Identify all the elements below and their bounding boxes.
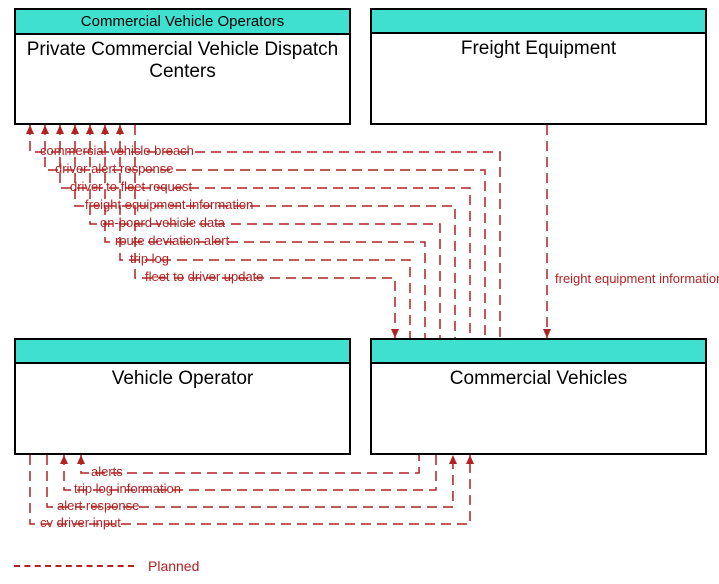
box-operator-title: Vehicle Operator [16, 364, 349, 390]
box-cv: Commercial Vehicles [370, 338, 707, 455]
box-cv-header [372, 340, 705, 364]
flow-label-commercial-vehicle-breach: commercial vehicle breach [40, 144, 194, 157]
box-operator-header [16, 340, 349, 364]
flow-label-route-deviation-alert: route deviation alert [115, 234, 229, 247]
box-freight: Freight Equipment [370, 8, 707, 125]
flow-label-alert-response: alert response [57, 499, 139, 512]
box-freight-header [372, 10, 705, 34]
box-cv-title: Commercial Vehicles [372, 364, 705, 390]
diagram-canvas: Commercial Vehicle Operators Private Com… [0, 0, 719, 584]
flow-label-on-board-vehicle-data: on-board vehicle data [100, 216, 225, 229]
flow-label-fleet-to-driver-update: fleet to driver update [145, 270, 264, 283]
flow-label-cv-driver-input: cv driver input [40, 516, 121, 529]
box-dispatch-header: Commercial Vehicle Operators [16, 10, 349, 35]
flow-label-freight-to-cv: freight equipment information [555, 272, 719, 285]
flow-label-freight-equipment-information: freight equipment information [85, 198, 253, 211]
flow-label-trip-log-information: trip log information [74, 482, 181, 495]
legend: Planned [14, 558, 199, 574]
box-dispatch-title: Private Commercial Vehicle Dispatch Cent… [16, 35, 349, 83]
legend-line [14, 565, 134, 567]
box-dispatch: Commercial Vehicle Operators Private Com… [14, 8, 351, 125]
legend-label: Planned [148, 558, 199, 574]
flow-label-trip-log: trip log [130, 252, 169, 265]
flow-label-driver-to-fleet-request: driver to fleet request [70, 180, 192, 193]
box-freight-title: Freight Equipment [372, 34, 705, 60]
flow-label-driver-alert-response: driver alert response [55, 162, 174, 175]
box-operator: Vehicle Operator [14, 338, 351, 455]
flow-label-alerts: alerts [91, 465, 123, 478]
